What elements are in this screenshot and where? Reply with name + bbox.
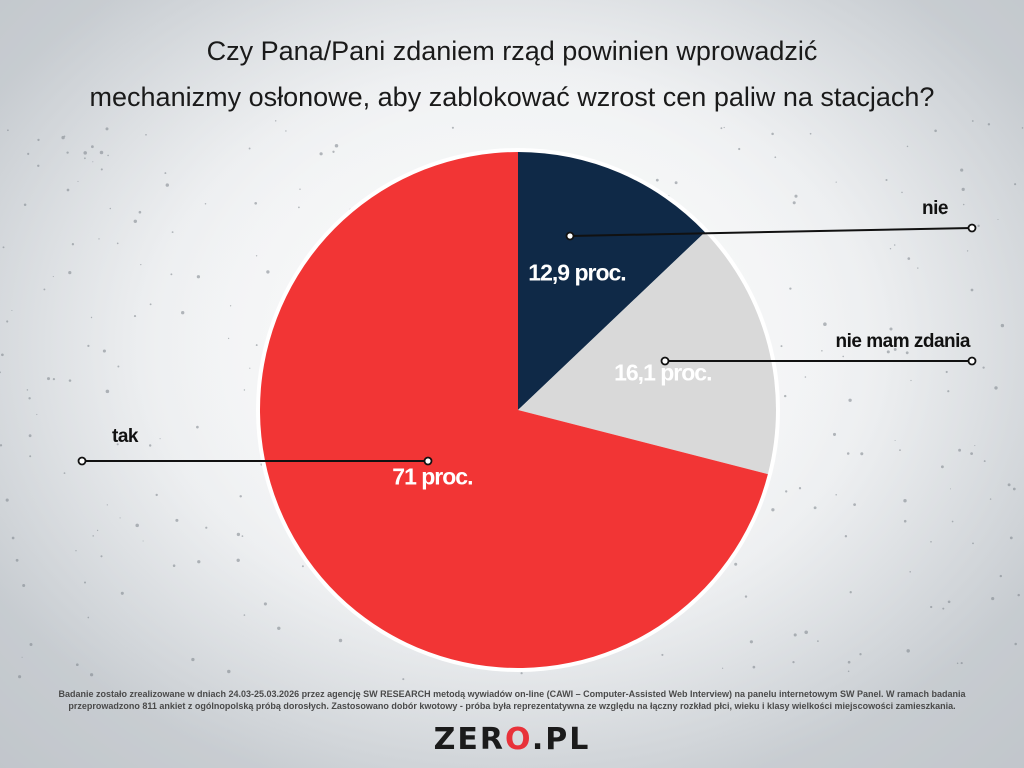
leader-dot-nie-start [565,231,575,241]
slice-value-label-nie: 12,9 proc. [528,260,625,286]
pie-slice-nie [518,152,705,410]
chart-title-line-1: Czy Pana/Pani zdaniem rząd powinien wpro… [206,36,818,66]
leader-dot-nie-end [967,223,977,233]
footnote-line-2: przeprowadzono 811 ankiet z ogólnopolską… [68,701,956,711]
leader-dot-nie-mam-zdania-start [660,356,670,366]
leader-line-nie [569,227,973,237]
logo-dot: O [505,722,532,757]
methodology-footnote: Badanie zostało zrealizowane w dniach 24… [20,688,1004,712]
logo-part-2: .PL [531,722,591,757]
leader-dot-tak-end [77,456,87,466]
chart-title-line-2: mechanizmy osłonowe, aby zablokować wzro… [89,82,935,112]
logo-part-1: ZER [433,722,505,757]
leader-dot-nie-mam-zdania-end [967,356,977,366]
chart-title: Czy Pana/Pani zdaniem rząd powinien wpro… [0,28,1024,120]
slice-value-label-tak: 71 proc. [392,463,472,489]
category-label-nie: nie [922,198,948,219]
zero-pl-logo: ZERO.PL [0,722,1024,757]
pie-slice-tak [259,152,768,668]
pie-slice-nie-mam-zdania [518,232,776,475]
leader-dot-tak-start [423,456,433,466]
category-label-nie-mam-zdania: nie mam zdania [836,331,971,352]
category-label-tak: tak [112,426,139,447]
footnote-line-1: Badanie zostało zrealizowane w dniach 24… [58,689,966,699]
